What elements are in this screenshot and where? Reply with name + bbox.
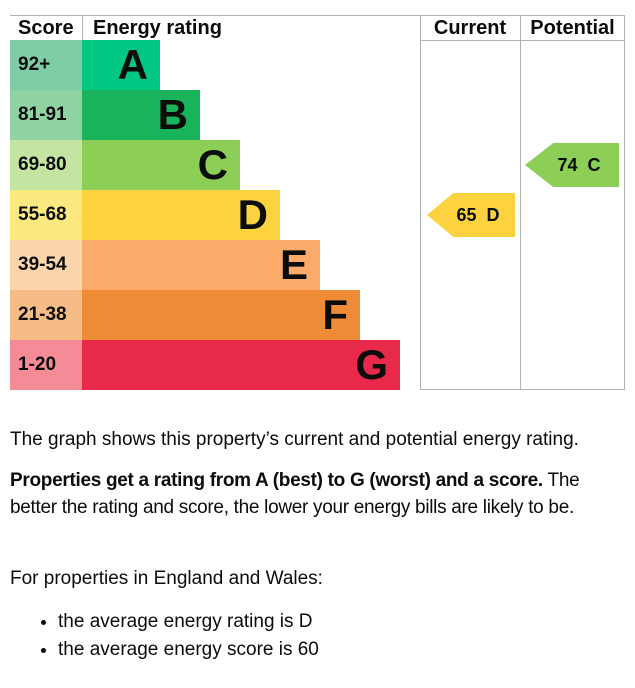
score-range: 69-80 [10,140,82,190]
band-row-f: 21-38 F [10,290,625,340]
chart-top-border [10,15,625,16]
rating-bar-f: F [82,290,360,340]
rating-bar-g: G [82,340,400,390]
rating-explanation-bold: Properties get a rating from A (best) to… [10,470,543,491]
rating-bar-d: D [82,190,280,240]
rating-bands: 92+ A 81-91 B 69-80 C 55-68 D 39-54 E 21… [10,40,625,390]
current-column-header: Current [433,17,507,39]
rating-explanation-paragraph: Properties get a rating from A (best) to… [10,467,625,521]
rating-explanation-rest: The better the rating and score, the low… [10,470,580,518]
potential-column-header: Potential [530,17,615,39]
score-column-header: Score [18,17,74,39]
chart-header: Score Energy rating Current Potential [10,16,625,40]
chart-explanation: The graph shows this property’s current … [10,426,625,663]
band-row-g: 1-20 G [10,340,625,390]
score-range: 1-20 [10,340,82,390]
score-range: 55-68 [10,190,82,240]
score-range: 92+ [10,40,82,90]
rating-letter: B [157,91,188,138]
rating-letter: D [237,191,268,238]
rating-letter: C [197,141,228,188]
rating-bar-c: C [82,140,240,190]
graph-description-paragraph: The graph shows this property’s current … [10,429,579,450]
grid-line [420,389,625,390]
average-score-item: the average energy score is 60 [58,637,625,663]
average-stats-list: the average energy rating is D the avera… [10,609,625,663]
grid-line [420,15,421,390]
rating-bar-e: E [82,240,320,290]
band-row-a: 92+ A [10,40,625,90]
grid-line [82,15,83,40]
band-row-e: 39-54 E [10,240,625,290]
score-range: 21-38 [10,290,82,340]
epc-rating-chart: Score Energy rating Current Potential 92… [10,15,625,390]
current-rating-value: 65 D [456,204,500,225]
grid-line [624,15,625,390]
rating-bar-b: B [82,90,200,140]
rating-bar-a: A [82,40,160,90]
band-row-d: 55-68 D [10,190,625,240]
energy-rating-column-header: Energy rating [93,17,222,39]
rating-letter: E [279,241,308,288]
score-range: 39-54 [10,240,82,290]
band-row-c: 69-80 C [10,140,625,190]
rating-letter: G [355,341,388,388]
potential-rating-value: 74 C [557,154,601,175]
score-range: 81-91 [10,90,82,140]
rating-letter: A [117,41,148,88]
grid-line [520,15,521,390]
rating-letter: F [322,291,348,338]
average-rating-item: the average energy rating is D [58,609,625,635]
band-row-b: 81-91 B [10,90,625,140]
grid-line [420,40,625,41]
england-wales-heading: For properties in England and Wales: [10,568,323,589]
